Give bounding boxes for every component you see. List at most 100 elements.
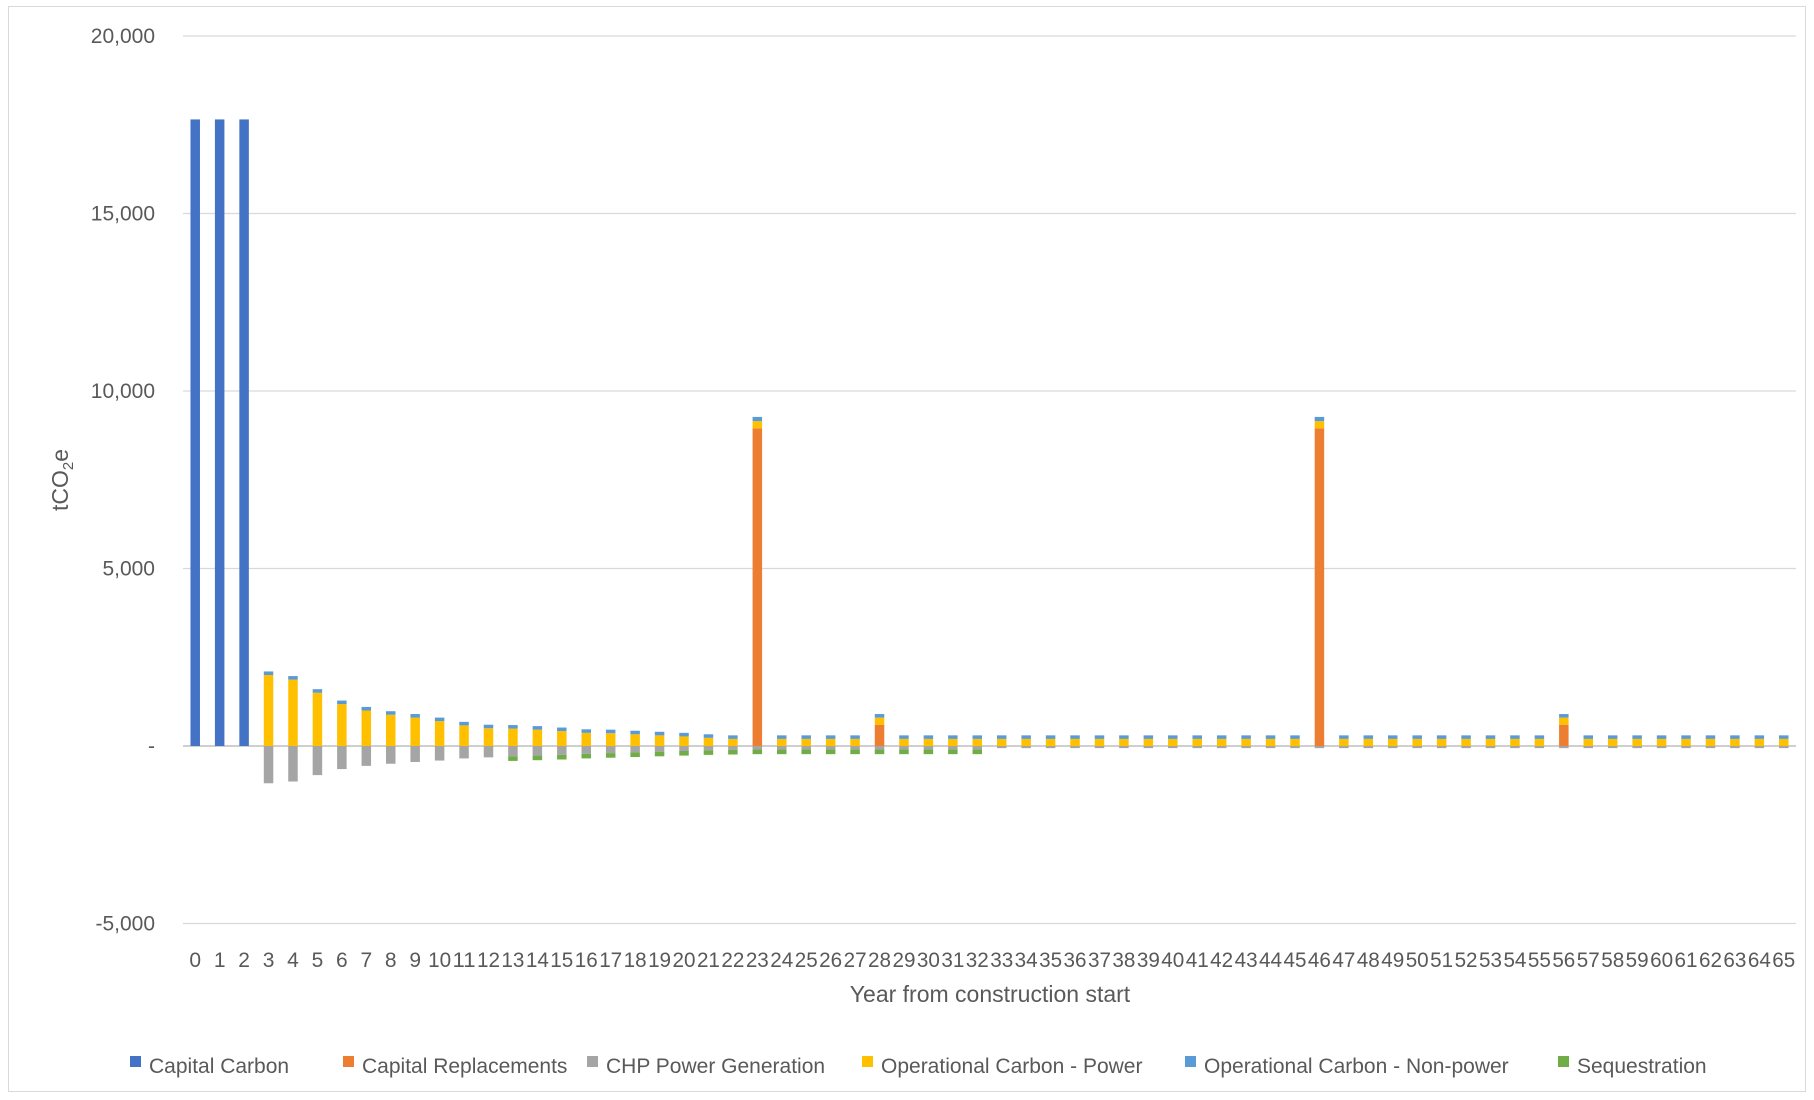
x-tick-label: 46 <box>1308 949 1331 972</box>
bar-operational-carbon-power <box>923 738 934 746</box>
bar-operational-carbon-power <box>703 737 714 746</box>
bar-operational-carbon-non-power <box>899 735 909 739</box>
x-tick-label: 62 <box>1699 949 1722 972</box>
bar-sequestration <box>532 755 543 761</box>
x-tick-label: 32 <box>966 949 989 972</box>
bar-chp-power-generation <box>1168 746 1178 749</box>
x-tick-label: 60 <box>1650 949 1673 972</box>
bar-operational-carbon-power <box>1021 738 1031 746</box>
bar-operational-carbon-power <box>605 733 616 746</box>
x-tick-label: 31 <box>941 949 964 972</box>
legend-swatch-capital-carbon <box>130 1056 141 1067</box>
bar-operational-carbon-power <box>1363 738 1374 746</box>
bar-operational-carbon-power <box>654 735 665 746</box>
bar-operational-carbon-non-power <box>1779 735 1789 739</box>
bar-operational-carbon-non-power <box>459 721 469 726</box>
bar-operational-carbon-power <box>899 738 909 746</box>
bar-operational-carbon-non-power <box>532 726 543 730</box>
bar-operational-carbon-non-power <box>1412 735 1422 739</box>
bar-operational-carbon-power <box>434 721 445 746</box>
bar-chp-power-generation <box>1510 746 1520 749</box>
bar-operational-carbon-power <box>1681 738 1691 746</box>
bar-operational-carbon-non-power <box>605 729 616 734</box>
x-tick-label: 59 <box>1626 949 1649 972</box>
bar-operational-carbon-power <box>1045 738 1056 746</box>
bar-operational-carbon-power <box>1168 738 1178 746</box>
legend-swatch-sequestration <box>1558 1056 1569 1067</box>
x-tick-label: 8 <box>385 949 397 972</box>
bar-operational-carbon-power <box>1094 738 1105 746</box>
x-tick-label: 17 <box>599 949 622 972</box>
bar-operational-carbon-non-power <box>410 714 420 718</box>
bar-chp-power-generation <box>679 746 689 751</box>
x-tick-label: 23 <box>746 949 769 972</box>
x-tick-label: 49 <box>1381 949 1404 972</box>
bar-operational-carbon-power <box>1339 738 1349 746</box>
legend: Capital Carbon Capital Replacements CHP Po… <box>130 1055 1707 1078</box>
bar-operational-carbon-power <box>996 738 1007 746</box>
bar-chp-power-generation <box>434 746 445 761</box>
bar-operational-carbon-power <box>1656 738 1667 746</box>
bar-capital-carbon <box>239 119 249 747</box>
bar-operational-carbon-non-power <box>1754 735 1765 739</box>
bar-operational-carbon-power <box>532 729 543 746</box>
bar-operational-carbon-non-power <box>972 735 983 739</box>
bar-operational-carbon-power <box>825 738 836 746</box>
y-axis-title-subscript: 2 <box>60 462 77 470</box>
bar-operational-carbon-non-power <box>1436 735 1447 739</box>
bar-marks <box>190 119 1789 784</box>
bar-operational-carbon-power <box>361 710 372 746</box>
bar-operational-carbon-power <box>1290 738 1300 746</box>
bar-chp-power-generation <box>1705 746 1716 749</box>
bar-operational-carbon-non-power <box>312 689 323 693</box>
legend-label-chp-power-generation: CHP Power Generation <box>606 1055 825 1078</box>
bar-sequestration <box>508 756 518 761</box>
legend-label-operational-carbon-power: Operational Carbon - Power <box>881 1055 1142 1078</box>
y-tick-label: 5,000 <box>102 558 155 581</box>
bar-operational-carbon-non-power <box>1559 714 1569 718</box>
bar-chp-power-generation <box>385 746 396 764</box>
bar-operational-carbon-power <box>679 736 689 746</box>
x-tick-label: 44 <box>1259 949 1282 972</box>
bar-chp-power-generation <box>1607 746 1618 749</box>
x-tick-label: 57 <box>1577 949 1600 972</box>
bar-operational-carbon-non-power <box>581 729 591 733</box>
legend-swatch-capital-replacements <box>343 1056 354 1067</box>
bar-operational-carbon-power <box>459 725 469 746</box>
bar-chp-power-generation <box>1216 746 1227 749</box>
bar-operational-carbon-power <box>630 734 640 746</box>
bar-operational-carbon-non-power <box>923 735 934 739</box>
bar-operational-carbon-power <box>1070 738 1080 746</box>
bar-operational-carbon-non-power <box>1534 735 1545 739</box>
x-tick-label: 55 <box>1528 949 1551 972</box>
bar-operational-carbon-non-power <box>1021 735 1031 739</box>
x-tick-label: 19 <box>648 949 671 972</box>
bar-chp-power-generation <box>1632 746 1642 749</box>
bar-operational-carbon-power <box>1583 738 1594 746</box>
bar-operational-carbon-non-power <box>337 700 347 705</box>
bar-sequestration <box>605 753 616 758</box>
bar-operational-carbon-non-power <box>1192 735 1202 739</box>
bar-operational-carbon-non-power <box>1045 735 1056 739</box>
bar-operational-carbon-non-power <box>1632 735 1642 739</box>
bar-chp-power-generation <box>1461 746 1471 749</box>
bar-sequestration <box>728 749 738 755</box>
bar-sequestration <box>850 749 860 755</box>
bar-operational-carbon-non-power <box>1290 735 1300 739</box>
bar-operational-carbon-non-power <box>777 735 787 739</box>
bar-operational-carbon-power <box>1241 738 1251 746</box>
bar-operational-carbon-power <box>1607 738 1618 746</box>
x-tick-label: 1 <box>214 949 226 972</box>
bar-chp-power-generation <box>1388 746 1398 749</box>
bar-chp-power-generation <box>801 746 811 750</box>
bar-operational-carbon-non-power <box>1388 735 1398 739</box>
bar-sequestration <box>874 749 885 755</box>
bar-operational-carbon-non-power <box>654 731 665 736</box>
bar-chp-power-generation <box>1119 746 1129 749</box>
bar-chp-power-generation <box>605 746 616 754</box>
x-tick-label: 25 <box>795 949 818 972</box>
x-tick-label: 43 <box>1235 949 1258 972</box>
bar-operational-carbon-non-power <box>1705 735 1716 739</box>
legend-label-sequestration: Sequestration <box>1577 1055 1707 1078</box>
bar-operational-carbon-non-power <box>1583 735 1594 739</box>
